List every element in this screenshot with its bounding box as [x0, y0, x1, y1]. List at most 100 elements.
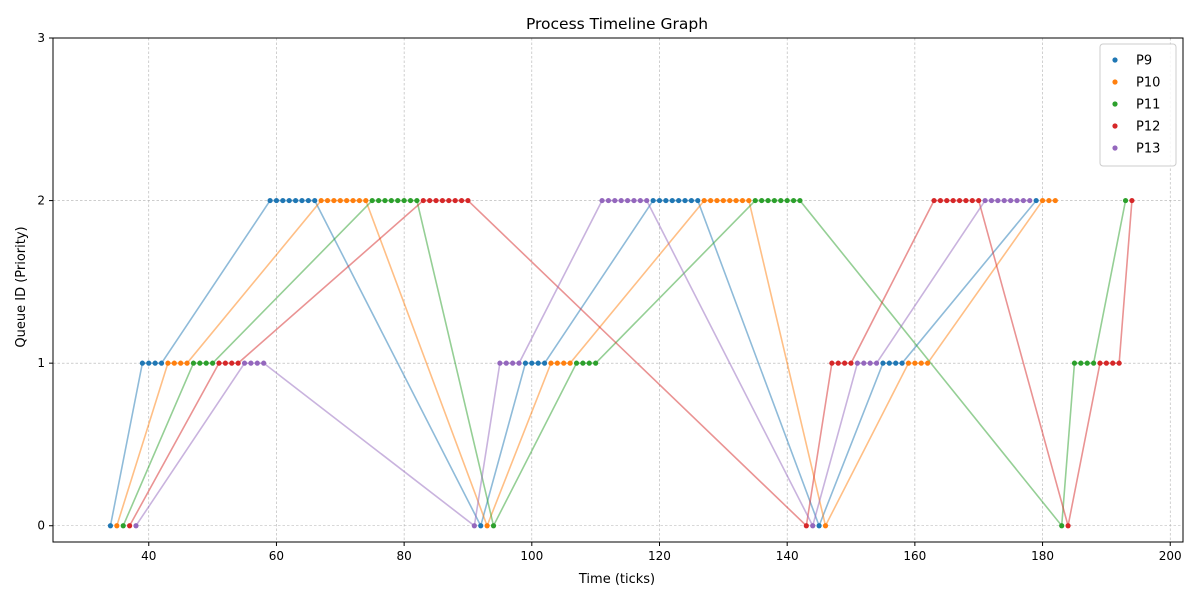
- point-p9: [880, 360, 886, 366]
- point-p12: [956, 197, 963, 204]
- point-p11: [771, 197, 778, 204]
- point-p13: [861, 360, 867, 366]
- point-p12: [433, 197, 439, 204]
- point-p11: [407, 197, 414, 204]
- point-p12: [1065, 523, 1071, 529]
- series-points: [107, 197, 1135, 529]
- point-p12: [1110, 360, 1116, 366]
- legend-label-p13: P13: [1136, 142, 1160, 157]
- point-p9: [899, 360, 905, 366]
- point-p11: [784, 197, 790, 204]
- point-p13: [1027, 197, 1033, 204]
- point-p9: [146, 360, 152, 366]
- point-p9: [695, 197, 701, 204]
- point-p10: [720, 197, 726, 204]
- point-p11: [395, 197, 401, 204]
- point-p12: [446, 197, 452, 204]
- x-axis-ticks: 40 60 80 100 120 140 160 180 200: [141, 542, 1182, 563]
- point-p13: [988, 197, 995, 204]
- point-p10: [567, 360, 573, 366]
- point-p12: [420, 197, 426, 204]
- point-p13: [1020, 197, 1026, 204]
- point-p9: [286, 197, 292, 204]
- legend-marker-p9: [1112, 57, 1118, 63]
- point-p11: [375, 197, 382, 204]
- legend-marker-p13: [1112, 145, 1118, 151]
- point-p13: [599, 197, 605, 204]
- point-p13: [624, 197, 631, 204]
- point-p9: [292, 197, 299, 204]
- point-p11: [203, 360, 209, 366]
- legend-label-p10: P10: [1136, 76, 1160, 91]
- point-p10: [331, 197, 337, 204]
- point-p9: [656, 197, 663, 204]
- point-p13: [644, 197, 650, 204]
- point-p10: [363, 197, 369, 204]
- point-p12: [963, 197, 969, 204]
- point-p10: [1046, 197, 1052, 204]
- point-p11: [382, 197, 388, 204]
- point-p11: [797, 197, 803, 204]
- point-p12: [969, 197, 975, 204]
- point-p12: [229, 360, 235, 366]
- point-p12: [1097, 360, 1103, 366]
- point-p9: [886, 360, 892, 366]
- point-p11: [573, 360, 580, 366]
- point-p11: [197, 360, 203, 366]
- point-p11: [593, 360, 599, 366]
- point-p12: [452, 197, 458, 204]
- point-p12: [235, 360, 241, 366]
- point-p11: [1071, 360, 1078, 366]
- y-tick-label: 1: [37, 356, 45, 370]
- point-p13: [503, 360, 509, 366]
- point-p12: [848, 360, 854, 366]
- point-p12: [458, 197, 465, 204]
- point-p9: [650, 197, 656, 204]
- point-p13: [516, 360, 522, 366]
- point-p13: [637, 197, 643, 204]
- point-p10: [171, 360, 177, 366]
- point-p10: [350, 197, 356, 204]
- x-tick-label: 140: [776, 549, 799, 563]
- point-p9: [158, 360, 165, 366]
- point-p12: [1103, 360, 1109, 366]
- point-p10: [548, 360, 554, 366]
- point-p9: [152, 360, 158, 366]
- point-p9: [535, 360, 541, 366]
- point-p11: [1078, 360, 1084, 366]
- point-p11: [190, 360, 197, 366]
- point-p12: [842, 360, 848, 366]
- point-p12: [944, 197, 950, 204]
- point-p10: [337, 197, 343, 204]
- point-p10: [344, 197, 350, 204]
- point-p9: [299, 197, 305, 204]
- x-tick-label: 200: [1159, 549, 1182, 563]
- point-p10: [822, 523, 829, 529]
- point-p13: [867, 360, 873, 366]
- point-p10: [184, 360, 190, 366]
- point-p13: [471, 523, 477, 529]
- point-p11: [414, 197, 420, 204]
- point-p13: [995, 197, 1001, 204]
- point-p9: [893, 360, 899, 366]
- point-p9: [305, 197, 311, 204]
- point-p9: [280, 197, 286, 204]
- point-p9: [139, 360, 145, 366]
- point-p9: [663, 197, 669, 204]
- legend-label-p11: P11: [1136, 98, 1160, 113]
- point-p11: [388, 197, 394, 204]
- legend: P9 P10 P11 P12 P13: [1099, 43, 1177, 167]
- point-p10: [484, 523, 490, 529]
- point-p10: [739, 197, 746, 204]
- point-p11: [120, 523, 126, 529]
- point-p13: [261, 360, 267, 366]
- point-p10: [114, 523, 120, 529]
- point-p9: [312, 197, 318, 204]
- series-line-p10: [116, 199, 1056, 529]
- point-p13: [873, 360, 880, 366]
- point-p9: [107, 523, 114, 529]
- point-p11: [778, 197, 784, 204]
- point-p11: [210, 360, 216, 366]
- point-p10: [324, 197, 331, 204]
- point-p11: [765, 197, 771, 204]
